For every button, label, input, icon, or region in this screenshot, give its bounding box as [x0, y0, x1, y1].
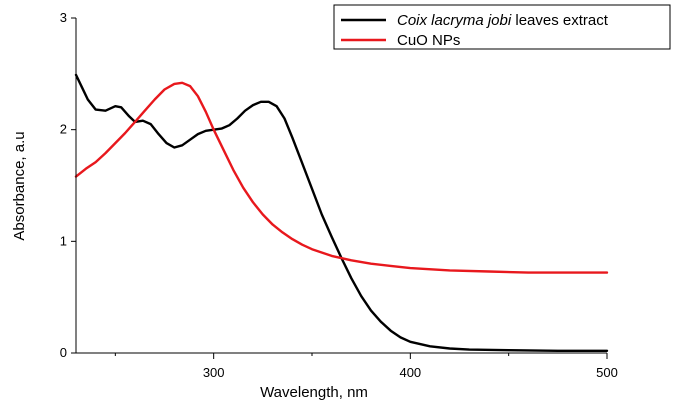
y-tick-label: 0 — [60, 345, 67, 360]
y-tick-label: 1 — [60, 233, 67, 248]
x-tick-label: 300 — [203, 365, 225, 380]
series-line-cuo-nps — [74, 81, 609, 274]
y-axis-title: Absorbance, a.u — [11, 131, 28, 240]
legend-label-plain-part: leaves extract — [511, 12, 609, 29]
x-tick-label: 400 — [399, 365, 421, 380]
legend-box — [333, 4, 671, 50]
x-axis-title: Wavelength, nm — [260, 384, 368, 401]
series-line-leaves-extract — [74, 73, 609, 352]
x-tick-label: 500 — [596, 365, 618, 380]
y-tick-label: 3 — [60, 10, 67, 25]
legend: Coix lacryma jobi leaves extract CuO NPs — [333, 4, 671, 50]
y-tick-label: 2 — [60, 122, 67, 137]
legend-label-cuo-nps: CuO NPs — [397, 32, 460, 49]
plot-area: 0 1 2 3 300 400 500 — [60, 10, 618, 380]
legend-label-italic-part: Coix lacryma jobi — [397, 12, 512, 29]
legend-label-leaves-extract: Coix lacryma jobi leaves extract — [397, 12, 609, 29]
